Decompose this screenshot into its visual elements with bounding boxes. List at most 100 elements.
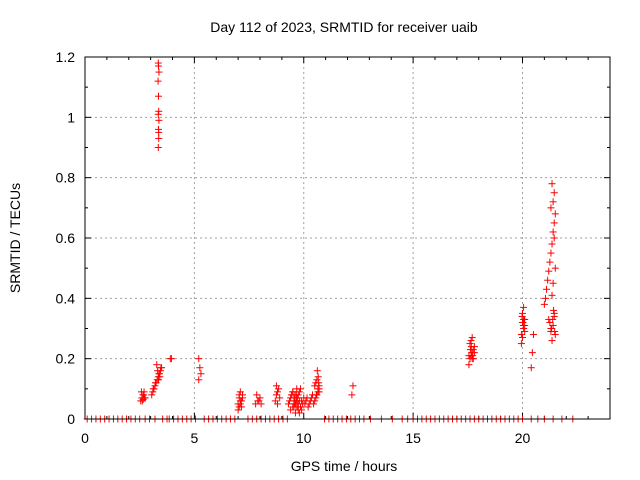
data-point: [315, 382, 323, 390]
data-point: [141, 394, 148, 402]
data-point: [291, 397, 299, 405]
data-point: [196, 364, 204, 372]
data-point: [547, 204, 555, 212]
data-point: [547, 249, 555, 257]
data-point: [257, 400, 265, 408]
data-point: [466, 340, 474, 348]
data-point: [236, 397, 244, 405]
data-point: [155, 370, 163, 378]
data-point: [541, 294, 549, 302]
data-point: [312, 391, 320, 399]
data-point: [550, 306, 558, 314]
data-point: [519, 334, 526, 342]
data-point: [294, 406, 302, 414]
data-point: [156, 373, 164, 381]
data-point: [139, 395, 147, 403]
data-point: [521, 328, 529, 336]
data-point: [529, 331, 537, 339]
data-point: [549, 228, 557, 236]
data-point: [157, 364, 165, 372]
x-tick-label: 0: [81, 430, 89, 446]
data-point: [546, 258, 554, 266]
data-point: [313, 367, 321, 375]
data-point: [545, 267, 553, 275]
data-point: [155, 92, 162, 100]
data-point: [548, 240, 556, 248]
y-tick-label: 0: [67, 411, 75, 427]
data-point: [274, 400, 281, 408]
data-point: [551, 331, 559, 339]
data-point: [549, 279, 557, 287]
data-point: [239, 391, 246, 399]
data-point: [274, 388, 281, 396]
data-point: [276, 394, 284, 402]
y-axis-title: SRMTID / TECUs: [7, 183, 23, 293]
data-point: [314, 385, 322, 393]
data-point: [310, 400, 318, 408]
data-point: [155, 134, 163, 142]
data-point: [549, 198, 557, 206]
x-tick-label: 15: [405, 430, 421, 446]
data-point: [234, 406, 242, 414]
data-point: [468, 355, 476, 363]
data-point: [550, 219, 558, 227]
data-point: [349, 382, 357, 390]
data-point: [235, 394, 243, 402]
data-point: [148, 391, 156, 399]
data-point: [154, 144, 162, 151]
data-point: [543, 285, 551, 293]
data-point: [528, 349, 536, 357]
data-point: [550, 189, 558, 197]
data-point: [468, 334, 476, 342]
data-point: [467, 343, 475, 351]
data-point: [294, 403, 302, 411]
data-point: [154, 367, 162, 375]
data-point: [256, 394, 264, 402]
data-point: [293, 385, 301, 393]
data-point: [197, 370, 205, 378]
data-points: [83, 59, 577, 423]
axis-ticks: 0 5 10 15 20 0 0.2 0.4 0.6 0.8 1 1.2: [56, 49, 610, 446]
data-point: [154, 77, 162, 85]
data-point: [548, 291, 556, 299]
data-point: [519, 321, 527, 329]
data-point: [137, 388, 145, 396]
data-point: [548, 180, 556, 188]
data-point: [549, 321, 557, 329]
y-tick-label: 1.2: [56, 49, 76, 65]
x-axis-title: GPS time / hours: [291, 458, 398, 474]
data-point: [291, 409, 299, 417]
data-point: [551, 210, 559, 218]
data-point: [548, 337, 556, 345]
data-point: [304, 403, 312, 411]
data-point: [544, 276, 552, 284]
data-point: [527, 364, 535, 372]
data-point: [520, 315, 528, 323]
data-point: [467, 337, 475, 345]
data-point: [550, 234, 558, 242]
data-point: [292, 391, 300, 399]
data-point: [550, 312, 558, 320]
data-point: [155, 128, 163, 136]
data-point: [517, 331, 525, 339]
data-point: [312, 394, 320, 402]
y-tick-label: 0.6: [56, 230, 76, 246]
y-tick-label: 0.8: [56, 170, 76, 186]
data-point: [155, 68, 163, 76]
y-tick-label: 1: [67, 109, 75, 125]
data-point: [272, 391, 280, 399]
data-point: [540, 300, 548, 308]
data-point: [154, 59, 162, 67]
data-point: [517, 340, 525, 348]
data-point: [314, 373, 322, 381]
data-point: [466, 346, 474, 354]
plot-frame: [84, 56, 611, 420]
data-point: [167, 355, 175, 363]
chart-title: Day 112 of 2023, SRMTID for receiver uai…: [210, 19, 478, 35]
data-point: [155, 376, 162, 384]
data-point: [155, 107, 163, 115]
data-point: [465, 361, 473, 369]
data-point: [311, 397, 319, 405]
data-point: [549, 315, 557, 323]
